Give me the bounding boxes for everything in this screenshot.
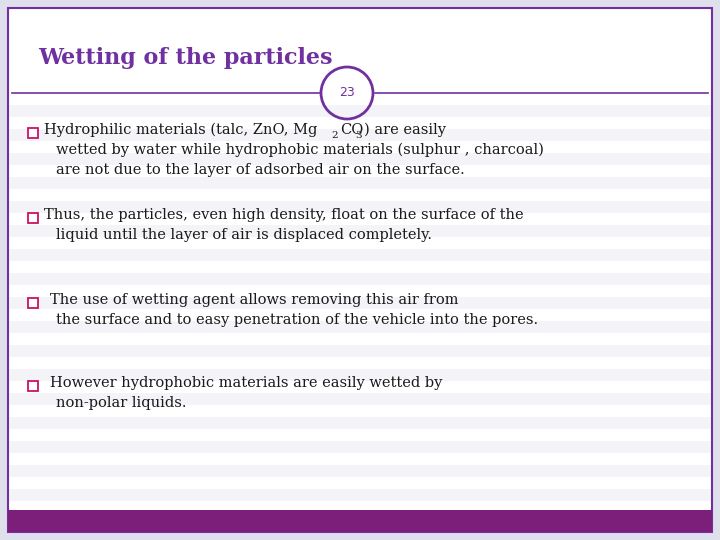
Text: wetted by water while hydrophobic materials (sulphur , charcoal): wetted by water while hydrophobic materi… [56,143,544,157]
Text: Hydrophilic materials (talc, ZnO, Mg: Hydrophilic materials (talc, ZnO, Mg [44,123,318,137]
Bar [28,298,38,308]
Text: However hydrophobic materials are easily wetted by: However hydrophobic materials are easily… [50,376,442,390]
Bar [28,128,38,138]
Text: 3: 3 [355,131,361,139]
Text: 2: 2 [331,131,338,139]
Text: are not due to the layer of adsorbed air on the surface.: are not due to the layer of adsorbed air… [56,163,464,177]
Bar [28,213,38,223]
Text: 23: 23 [339,86,355,99]
Text: Thus, the particles, even high density, float on the surface of the: Thus, the particles, even high density, … [44,208,523,222]
Bar [9,177,711,189]
Bar [9,489,711,501]
Bar [9,225,711,237]
Text: non-polar liquids.: non-polar liquids. [56,396,186,410]
Text: ) are easily: ) are easily [364,123,446,137]
Bar [9,129,711,141]
Text: CO: CO [340,123,364,137]
Text: The use of wetting agent allows removing this air from: The use of wetting agent allows removing… [50,293,459,307]
Bar [9,321,711,333]
Text: Wetting of the particles: Wetting of the particles [38,47,333,69]
Bar [9,393,711,405]
Text: liquid until the layer of air is displaced completely.: liquid until the layer of air is displac… [56,228,432,242]
Bar [9,201,711,213]
Bar [9,417,711,429]
Bar [9,369,711,381]
Bar [9,465,711,477]
Bar [9,273,711,285]
Bar [9,249,711,261]
Bar [9,105,711,117]
Bar [8,510,712,532]
Bar [9,345,711,357]
Text: the surface and to easy penetration of the vehicle into the pores.: the surface and to easy penetration of t… [56,313,538,327]
Bar [9,297,711,309]
Bar [9,441,711,453]
Bar [9,153,711,165]
Bar [28,381,38,391]
